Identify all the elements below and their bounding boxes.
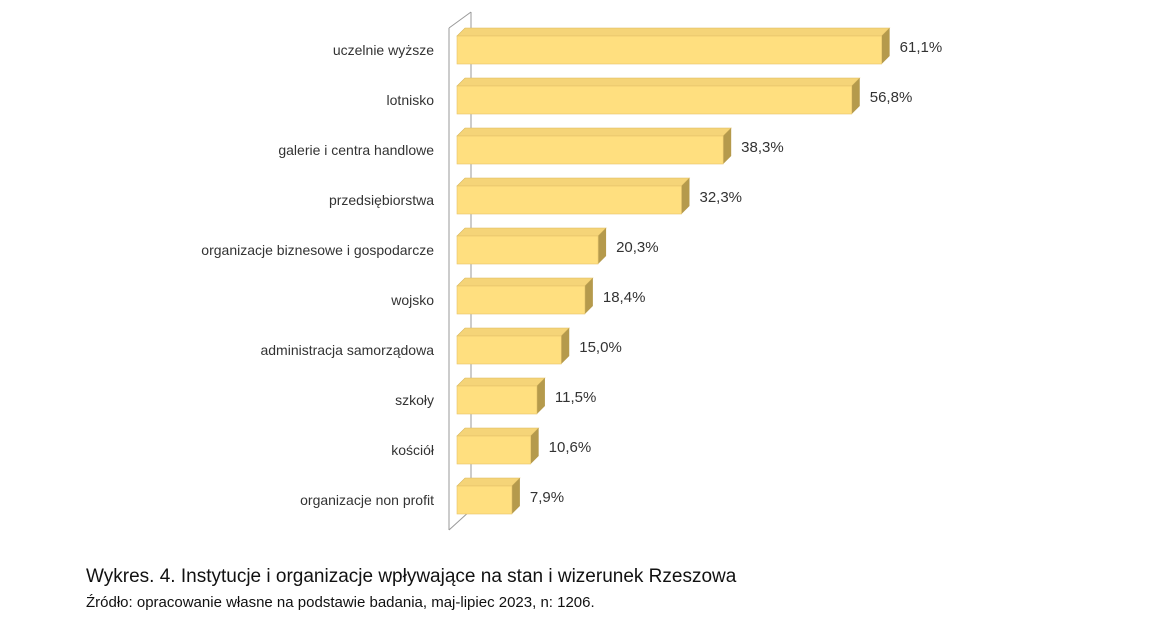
value-label: 11,5% <box>555 389 596 406</box>
bar-top-face <box>456 177 691 187</box>
bar <box>456 35 882 65</box>
bar-top-face <box>456 327 570 337</box>
bar-top-face <box>456 27 891 37</box>
bar-side-face <box>530 428 539 464</box>
category-label: uczelnie wyższe <box>333 42 434 58</box>
axis-top-edge <box>448 11 472 29</box>
category-label: szkoły <box>395 392 434 408</box>
category-label: przedsiębiorstwa <box>329 192 434 208</box>
value-label: 32,3% <box>699 189 742 206</box>
category-labels: uczelnie wyższe lotnisko galerie i centra … <box>201 42 435 508</box>
bar <box>456 285 586 315</box>
bar-side-face <box>598 228 607 264</box>
value-label: 18,4% <box>603 289 646 306</box>
bar-top-face <box>456 427 540 437</box>
value-label: 10,6% <box>549 439 592 456</box>
category-label: organizacje biznesowe i gospodarcze <box>201 242 434 258</box>
category-label: kościół <box>391 442 435 458</box>
bar-chart: uczelnie wyższe lotnisko galerie i centra … <box>201 11 942 531</box>
category-label: administracja samorządowa <box>260 342 434 358</box>
bar-top-face <box>456 227 607 237</box>
bar-side-face <box>723 128 732 164</box>
bar-top-face <box>456 127 732 137</box>
value-label: 20,3% <box>616 239 659 256</box>
bar-side-face <box>681 178 690 214</box>
value-labels: 61,1% 56,8% 38,3% 32,3% 20,3% 18,4% 15,0% 11,5%… <box>530 39 942 506</box>
category-label: lotnisko <box>387 92 435 108</box>
category-label: galerie i centra handlowe <box>278 142 434 158</box>
chart-caption-title: Wykres. 4. Instytucje i organizacje wpły… <box>86 566 737 587</box>
bar-top-face <box>456 377 546 387</box>
bar <box>456 485 513 515</box>
bar <box>456 185 682 215</box>
bar-side-face <box>561 328 570 364</box>
bar-side-face <box>851 78 860 114</box>
bar <box>456 435 531 465</box>
value-label: 38,3% <box>741 139 784 156</box>
bar-side-face <box>536 378 545 414</box>
value-label: 56,8% <box>870 89 913 106</box>
value-label: 61,1% <box>900 39 943 56</box>
bar <box>456 385 538 415</box>
bar <box>456 235 599 265</box>
bar-side-face <box>584 278 593 314</box>
bar <box>456 135 724 165</box>
bar-top-face <box>456 277 594 287</box>
value-label: 15,0% <box>579 339 622 356</box>
bar-side-face <box>511 478 520 514</box>
bars <box>456 27 891 515</box>
bar-top-face <box>456 77 861 87</box>
bar <box>456 335 562 365</box>
category-label: wojsko <box>390 292 434 308</box>
chart-caption-source: Źródło: opracowanie własne na podstawie … <box>86 594 595 611</box>
bar-top-face <box>456 477 521 487</box>
bar <box>456 85 853 115</box>
bar-side-face <box>881 28 890 64</box>
value-label: 7,9% <box>530 489 564 506</box>
category-label: organizacje non profit <box>300 492 434 508</box>
